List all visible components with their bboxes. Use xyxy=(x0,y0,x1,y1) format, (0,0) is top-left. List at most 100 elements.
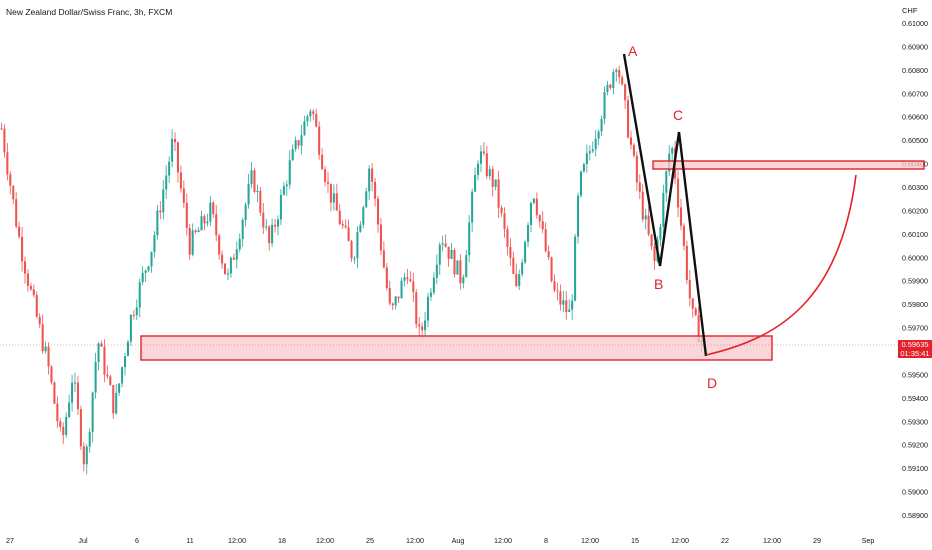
candle-body[interactable] xyxy=(653,246,656,262)
candle-body[interactable] xyxy=(321,154,324,170)
candle-body[interactable] xyxy=(609,84,612,88)
candle-body[interactable] xyxy=(274,224,277,227)
candle-body[interactable] xyxy=(221,254,224,264)
candle-body[interactable] xyxy=(379,224,382,251)
candle-body[interactable] xyxy=(509,246,512,258)
candle-body[interactable] xyxy=(129,314,132,342)
candle-body[interactable] xyxy=(47,346,50,367)
candle-body[interactable] xyxy=(482,151,485,154)
candle-body[interactable] xyxy=(500,207,503,214)
candle-body[interactable] xyxy=(341,224,344,226)
candle-body[interactable] xyxy=(235,249,238,260)
candle-body[interactable] xyxy=(441,243,444,245)
candle-body[interactable] xyxy=(197,230,200,233)
candle-body[interactable] xyxy=(647,215,650,235)
candle-body[interactable] xyxy=(435,264,438,278)
candle-body[interactable] xyxy=(247,183,250,205)
candle-body[interactable] xyxy=(26,273,29,286)
candle-body[interactable] xyxy=(153,235,156,252)
candle-body[interactable] xyxy=(29,285,32,290)
candle-body[interactable] xyxy=(271,224,274,244)
candle-body[interactable] xyxy=(397,296,400,299)
candle-body[interactable] xyxy=(12,185,15,200)
candle-body[interactable] xyxy=(391,303,394,306)
candle-body[interactable] xyxy=(365,191,368,208)
candle-body[interactable] xyxy=(615,69,618,72)
candle-body[interactable] xyxy=(347,227,350,242)
candle-body[interactable] xyxy=(612,71,615,88)
candle-body[interactable] xyxy=(553,281,556,291)
candle-body[interactable] xyxy=(244,204,247,221)
candle-body[interactable] xyxy=(279,194,282,220)
candle-body[interactable] xyxy=(685,245,688,280)
candle-body[interactable] xyxy=(0,128,3,130)
candle-body[interactable] xyxy=(38,316,41,325)
candle-body[interactable] xyxy=(506,229,509,247)
candle-body[interactable] xyxy=(694,308,697,315)
candle-body[interactable] xyxy=(3,128,6,153)
candle-body[interactable] xyxy=(268,226,271,244)
candle-body[interactable] xyxy=(300,135,303,146)
candle-body[interactable] xyxy=(550,257,553,282)
candle-body[interactable] xyxy=(632,144,635,156)
candle-body[interactable] xyxy=(306,116,309,122)
candle-body[interactable] xyxy=(338,210,341,225)
candle-body[interactable] xyxy=(465,255,468,278)
candle-body[interactable] xyxy=(209,202,212,222)
candle-body[interactable] xyxy=(544,229,547,252)
candle-body[interactable] xyxy=(188,227,191,255)
candle-body[interactable] xyxy=(335,193,338,211)
candle-body[interactable] xyxy=(571,300,574,310)
candle-body[interactable] xyxy=(388,288,391,304)
candle-body[interactable] xyxy=(65,417,68,436)
candle-body[interactable] xyxy=(238,239,241,250)
candle-body[interactable] xyxy=(524,241,527,263)
candle-body[interactable] xyxy=(285,184,288,187)
candle-body[interactable] xyxy=(403,277,406,281)
candle-body[interactable] xyxy=(485,153,488,177)
candle-body[interactable] xyxy=(621,77,624,85)
candle-body[interactable] xyxy=(682,225,685,246)
candle-body[interactable] xyxy=(418,324,421,327)
candle-body[interactable] xyxy=(456,260,459,275)
candle-body[interactable] xyxy=(118,383,121,393)
candle-body[interactable] xyxy=(282,186,285,195)
candle-body[interactable] xyxy=(112,385,115,414)
candle-body[interactable] xyxy=(232,257,235,260)
candle-body[interactable] xyxy=(488,169,491,177)
candle-body[interactable] xyxy=(173,138,177,143)
candle-body[interactable] xyxy=(600,118,603,132)
candle-body[interactable] xyxy=(476,163,480,176)
candle-body[interactable] xyxy=(618,69,621,78)
candle-body[interactable] xyxy=(68,402,71,418)
candle-body[interactable] xyxy=(538,215,541,222)
candle-body[interactable] xyxy=(406,277,409,280)
candle-body[interactable] xyxy=(629,137,633,145)
candle-body[interactable] xyxy=(471,191,474,223)
candle-body[interactable] xyxy=(203,216,206,224)
candle-body[interactable] xyxy=(603,92,606,119)
candle-body[interactable] xyxy=(526,225,530,242)
candle-body[interactable] xyxy=(253,170,256,192)
candle-body[interactable] xyxy=(679,207,683,226)
support-zone[interactable] xyxy=(140,335,773,361)
candle-body[interactable] xyxy=(276,219,280,227)
candle-body[interactable] xyxy=(450,249,453,259)
candle-body[interactable] xyxy=(147,266,150,271)
candle-body[interactable] xyxy=(415,292,418,325)
candle-body[interactable] xyxy=(53,382,56,404)
candle-body[interactable] xyxy=(641,191,644,220)
candle-body[interactable] xyxy=(518,274,521,287)
candle-body[interactable] xyxy=(200,216,203,231)
candle-body[interactable] xyxy=(132,314,135,316)
candle-body[interactable] xyxy=(529,202,533,226)
candle-body[interactable] xyxy=(123,356,127,368)
candle-body[interactable] xyxy=(165,175,168,190)
abcd-pattern-line[interactable] xyxy=(622,53,708,357)
candle-body[interactable] xyxy=(121,367,124,384)
candle-body[interactable] xyxy=(429,292,432,297)
candle-body[interactable] xyxy=(288,160,291,185)
candle-body[interactable] xyxy=(591,149,594,152)
candle-body[interactable] xyxy=(44,346,47,352)
candle-body[interactable] xyxy=(97,343,100,362)
